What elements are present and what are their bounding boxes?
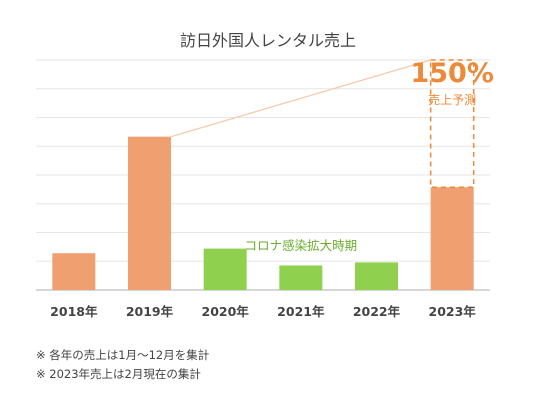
forecast-box <box>429 59 475 189</box>
x-tick-label: 2018年 <box>50 304 98 319</box>
forecast-label: 売上予測 <box>428 92 476 107</box>
note-2: ※ 2023年売上は2月現在の集計 <box>36 367 201 381</box>
covid-period-label: コロナ感染拡大時期 <box>245 238 358 253</box>
gridlines <box>36 59 490 291</box>
bar-4 <box>355 262 398 290</box>
bar-5 <box>430 187 474 290</box>
x-tick-labels: 2018年 2019年 2020年 2021年 2022年 2023年 <box>50 304 476 319</box>
bar-3 <box>279 265 323 290</box>
note-1: ※ 各年の売上は1月～12月を集計 <box>36 348 210 362</box>
x-tick-label: 2019年 <box>126 304 174 319</box>
bars <box>52 136 474 290</box>
x-tick-label: 2022年 <box>353 304 401 319</box>
forecast-percent-label: 150% <box>410 58 493 89</box>
growth-line <box>170 59 431 138</box>
bar-0 <box>52 253 96 290</box>
x-tick-label: 2020年 <box>202 304 250 319</box>
x-tick-label: 2021年 <box>277 304 325 319</box>
x-tick-label: 2023年 <box>429 304 477 319</box>
bar-2 <box>203 248 247 290</box>
chart-title: 訪日外国人レンタル売上 <box>180 31 356 50</box>
bar-1 <box>128 136 171 290</box>
